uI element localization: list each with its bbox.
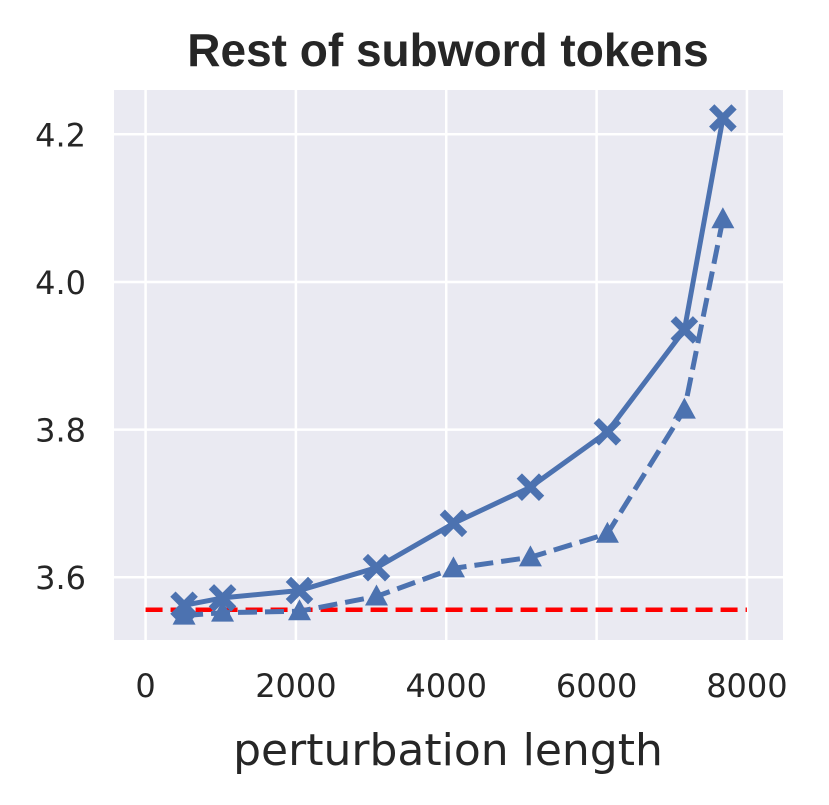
x-marker xyxy=(208,584,237,612)
series-layer xyxy=(145,104,747,625)
triangle-marker xyxy=(288,599,312,621)
triangle-marker xyxy=(172,603,196,625)
y-tick-label: 4.2 xyxy=(35,116,86,154)
x-tick-label: 8000 xyxy=(706,667,787,705)
y-tick-label: 4.0 xyxy=(35,264,86,302)
triangle-marker xyxy=(672,397,696,419)
triangle-marker xyxy=(518,545,542,567)
x-axis-label: perturbation length xyxy=(233,725,663,776)
x-marker xyxy=(439,509,468,538)
plot-background xyxy=(114,90,783,640)
y-tick-label: 3.8 xyxy=(35,412,86,450)
x-tick-label: 2000 xyxy=(255,667,336,705)
x-marker xyxy=(670,316,699,344)
triangle-marker xyxy=(441,556,465,578)
x-marker xyxy=(516,473,545,501)
triangle-marker xyxy=(211,600,235,622)
x-tick-label: 4000 xyxy=(406,667,487,705)
chart-title: Rest of subword tokens xyxy=(187,24,708,76)
x-marker xyxy=(285,576,314,605)
triangle-marker xyxy=(595,521,619,543)
x-tick-label: 0 xyxy=(135,667,155,705)
x-tick-label: 6000 xyxy=(556,667,637,705)
triangle-marker xyxy=(711,207,735,229)
triangle-marker xyxy=(364,584,388,606)
x-marker xyxy=(593,418,622,446)
tick-labels: 0 2000 4000 6000 8000 3.6 3.8 4.0 4.2 xyxy=(35,116,788,705)
x-marker xyxy=(709,104,737,132)
x-marker xyxy=(362,553,391,582)
y-tick-label: 3.6 xyxy=(35,559,86,597)
